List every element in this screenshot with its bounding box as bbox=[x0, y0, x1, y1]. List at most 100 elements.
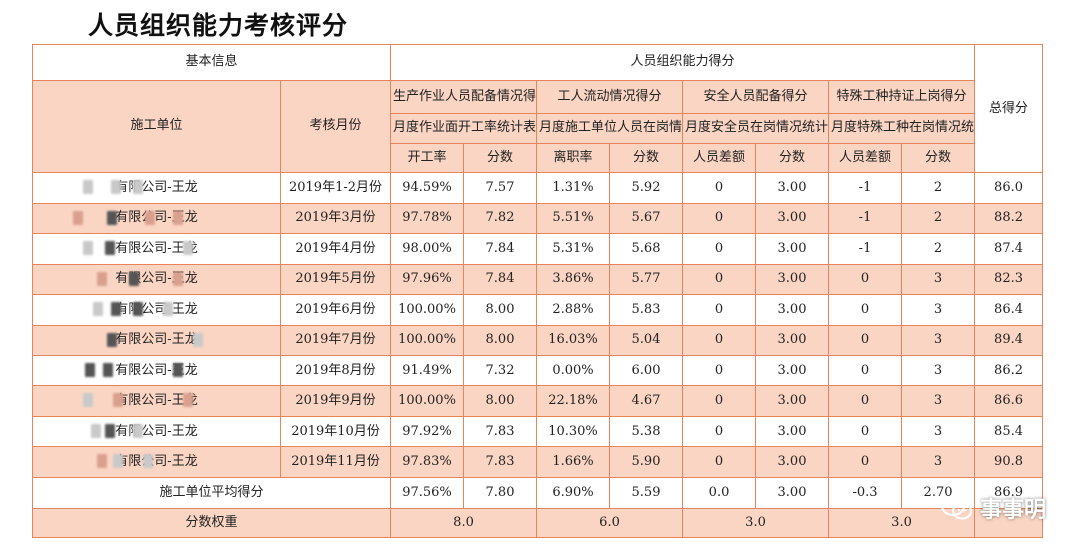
sheet-header: 月度作业面开工率统计表 bbox=[390, 113, 538, 144]
value-cell: 0 bbox=[682, 202, 757, 235]
value-cell: 97.83% bbox=[390, 446, 465, 479]
value-cell: 2 bbox=[901, 202, 976, 235]
value-cell: 3.00 bbox=[755, 263, 830, 296]
value-cell: 1.31% bbox=[536, 172, 611, 204]
wechat-icon bbox=[940, 496, 972, 520]
column-header: 分数 bbox=[755, 142, 830, 174]
value-cell: 7.57 bbox=[463, 172, 538, 204]
redaction-mark bbox=[173, 210, 183, 225]
redaction-mark bbox=[105, 241, 115, 256]
unit-name: 有限公司-王龙 bbox=[115, 301, 198, 317]
value-cell: 2 bbox=[901, 172, 976, 204]
table-row: 有限公司-王龙 2019年5月份 97.96% 7.84 3.86% 5.77 0 3.00 0… bbox=[32, 263, 1044, 296]
score-table: 基本信息 人员组织能力得分 总得分 施工单位 考核月份 生产作业人员配备情况得分… bbox=[31, 43, 1044, 539]
redaction-mark bbox=[107, 332, 117, 347]
month-cell: 2019年4月份 bbox=[279, 233, 392, 265]
weight-value: 3.0 bbox=[682, 507, 830, 539]
unit-cell: 有限公司-王龙 bbox=[32, 202, 281, 235]
month-cell: 2019年10月份 bbox=[279, 415, 392, 448]
value-cell: 2 bbox=[901, 233, 976, 265]
group-header: 工人流动情况得分 bbox=[536, 79, 684, 115]
value-cell: 3.00 bbox=[755, 354, 830, 387]
value-cell: 3 bbox=[901, 415, 976, 448]
unit-cell: 有限公司-王龙 bbox=[32, 324, 281, 356]
redaction-mark bbox=[83, 393, 93, 408]
value-cell: 7.83 bbox=[463, 415, 538, 448]
redaction-mark bbox=[83, 180, 93, 195]
month-cell: 2019年11月份 bbox=[279, 446, 392, 479]
value-cell: 1.66% bbox=[536, 446, 611, 479]
value-cell: 98.00% bbox=[390, 233, 465, 265]
value-cell: 3.00 bbox=[755, 294, 830, 326]
redaction-mark bbox=[73, 210, 83, 225]
group-header: 安全人员配备得分 bbox=[682, 79, 830, 115]
month-cell: 2019年3月份 bbox=[279, 202, 392, 235]
redaction-mark bbox=[143, 454, 153, 469]
value-cell: 3.00 bbox=[755, 324, 830, 356]
month-cell: 2019年8月份 bbox=[279, 354, 392, 387]
unit-cell: 有限公司-王龙 bbox=[32, 446, 281, 479]
unit-header: 施工单位 bbox=[32, 79, 281, 174]
value-cell: 7.84 bbox=[463, 233, 538, 265]
redaction-mark bbox=[173, 362, 183, 377]
group-header: 生产作业人员配备情况得分 bbox=[390, 79, 538, 115]
total-cell: 85.4 bbox=[974, 415, 1044, 448]
value-cell: 8.00 bbox=[463, 385, 538, 417]
value-cell: 97.92% bbox=[390, 415, 465, 448]
table-row: 有限公司-王龙 2019年9月份 100.00% 8.00 22.18% 4.67 0 3.0… bbox=[32, 385, 1044, 417]
column-header: 离职率 bbox=[536, 142, 611, 174]
table-row: 有限公司-王龙 2019年7月份 100.00% 8.00 16.03% 5.04 0 3.0… bbox=[32, 324, 1044, 356]
value-cell: 0 bbox=[682, 324, 757, 356]
weight-empty bbox=[974, 507, 1044, 539]
value-cell: 5.51% bbox=[536, 202, 611, 235]
unit-cell: 有限公司-王龙 bbox=[32, 354, 281, 387]
total-cell: 86.0 bbox=[974, 172, 1044, 204]
value-cell: 0 bbox=[828, 354, 903, 387]
value-cell: 2.88% bbox=[536, 294, 611, 326]
average-value: 86.9 bbox=[974, 477, 1044, 509]
value-cell: 97.78% bbox=[390, 202, 465, 235]
value-cell: 3.00 bbox=[755, 415, 830, 448]
value-cell: 3.00 bbox=[755, 446, 830, 479]
redaction-mark bbox=[145, 210, 155, 225]
value-cell: 5.38 bbox=[609, 415, 684, 448]
average-row: 施工单位平均得分 97.56% 7.80 6.90% 5.59 0.0 3.00… bbox=[31, 477, 1044, 509]
header-row-groups: 施工单位 考核月份 生产作业人员配备情况得分 工人流动情况得分 安全人员配备得分… bbox=[32, 79, 1043, 174]
value-cell: 22.18% bbox=[536, 385, 611, 417]
org-score-header: 人员组织能力得分 bbox=[390, 44, 976, 81]
weight-value: 8.0 bbox=[390, 507, 538, 539]
value-cell: 0 bbox=[682, 294, 757, 326]
average-value: 6.90% bbox=[536, 477, 611, 509]
unit-name: 有限公司-王龙 bbox=[115, 240, 198, 256]
average-value: -0.3 bbox=[828, 477, 903, 509]
redaction-mark bbox=[107, 210, 117, 225]
value-cell: 3 bbox=[901, 294, 976, 326]
watermark: 事事明 bbox=[940, 492, 1046, 524]
value-cell: 5.68 bbox=[609, 233, 684, 265]
value-cell: 0 bbox=[682, 415, 757, 448]
table-row: 有限公司-王龙 2019年3月份 97.78% 7.82 5.51% 5.67 0 3.00-… bbox=[32, 202, 1044, 235]
value-cell: 5.77 bbox=[609, 263, 684, 296]
redaction-mark bbox=[183, 393, 193, 408]
redaction-mark bbox=[111, 302, 121, 317]
value-cell: 94.59% bbox=[390, 172, 465, 204]
redaction-mark bbox=[193, 332, 203, 347]
average-value: 0.0 bbox=[682, 477, 757, 509]
value-cell: 3 bbox=[901, 263, 976, 296]
column-header: 开工率 bbox=[390, 142, 465, 174]
value-cell: 0 bbox=[682, 172, 757, 204]
value-cell: 6.00 bbox=[609, 354, 684, 387]
average-label: 施工单位平均得分 bbox=[31, 477, 392, 509]
value-cell: 100.00% bbox=[390, 324, 465, 356]
value-cell: 7.82 bbox=[463, 202, 538, 235]
unit-name: 有限公司-王龙 bbox=[115, 423, 198, 439]
value-cell: 5.04 bbox=[609, 324, 684, 356]
total-cell: 86.4 bbox=[974, 294, 1044, 326]
redaction-mark bbox=[133, 302, 143, 317]
table-row: 有限公司-王龙 2019年1-2月份 94.59% 7.57 1.31% 5.92 0 3.0… bbox=[32, 172, 1044, 204]
value-cell: 4.67 bbox=[609, 385, 684, 417]
weight-label: 分数权重 bbox=[31, 507, 392, 539]
column-header: 人员差额 bbox=[682, 142, 757, 174]
value-cell: 0 bbox=[682, 446, 757, 479]
total-cell: 88.2 bbox=[974, 202, 1044, 235]
